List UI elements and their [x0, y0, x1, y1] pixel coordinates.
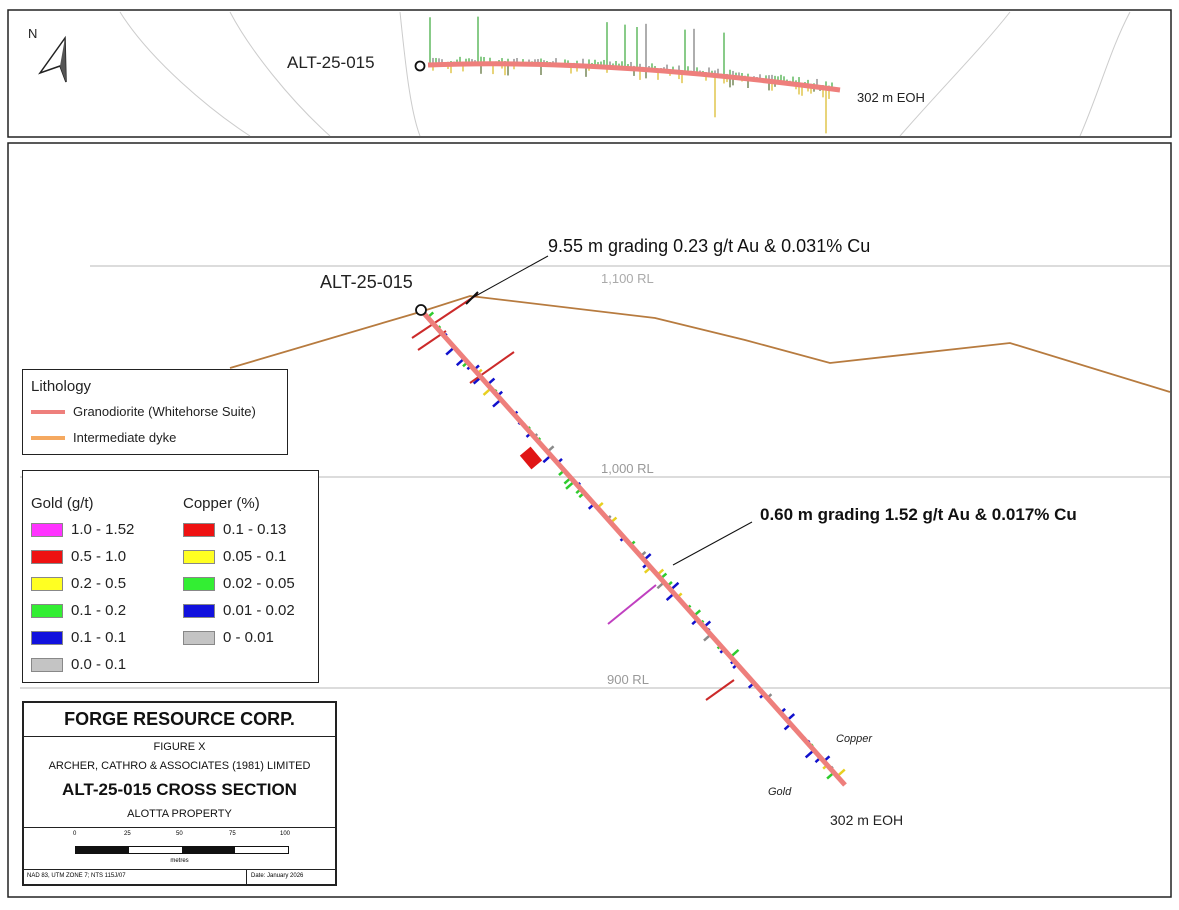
- datum-text: NAD 83, UTM ZONE 7; NTS 115J/07: [27, 873, 126, 879]
- section-collar-marker: [415, 304, 427, 316]
- gold-range-label: 0.1 - 0.2: [71, 602, 127, 619]
- gold-swatch: [31, 549, 63, 564]
- figure-title: ALT-25-015 CROSS SECTION: [62, 780, 297, 799]
- plan-collar-marker: [414, 60, 426, 72]
- annotation-2: 0.60 m grading 1.52 g/t Au & 0.017% Cu: [760, 505, 1077, 524]
- plan-eoh-label: 302 m EOH: [857, 90, 925, 105]
- copper-legend-item: 0.05 - 0.1: [183, 548, 286, 565]
- copper-legend-item: 0.1 - 0.13: [183, 521, 286, 538]
- gold-swatch: [31, 522, 63, 537]
- gold-legend-item: 0.5 - 1.0: [31, 548, 126, 565]
- property-name: ALOTTA PROPERTY: [127, 808, 232, 820]
- rl-label-1000: 1,000 RL: [601, 461, 654, 476]
- gold-legend-item: 1.0 - 1.52: [31, 521, 134, 538]
- lithology-item-granodiorite: Granodiorite (Whitehorse Suite): [31, 404, 256, 419]
- copper-side-label: Copper: [836, 733, 873, 745]
- lithology-item-dyke: Intermediate dyke: [31, 430, 176, 445]
- plan-view-frame: [7, 9, 1172, 138]
- annotation-1: 9.55 m grading 0.23 g/t Au & 0.031% Cu: [548, 236, 870, 256]
- north-arrow-icon: [38, 35, 67, 83]
- copper-range-label: 0 - 0.01: [223, 629, 274, 646]
- scale-unit: metres: [170, 858, 189, 864]
- section-eoh-label: 302 m EOH: [830, 812, 903, 828]
- copper-range-label: 0.1 - 0.13: [223, 521, 287, 538]
- consultant-name: ARCHER, CATHRO & ASSOCIATES (1981) LIMIT…: [48, 760, 311, 772]
- gold-range-label: 0.0 - 0.1: [71, 656, 127, 673]
- north-label: N: [28, 26, 37, 41]
- lithology-label: Granodiorite (Whitehorse Suite): [73, 404, 256, 419]
- assay-legend: Gold (g/t) Copper (%) 1.0 - 1.52 0.5 - 1.…: [22, 470, 319, 683]
- gold-swatch: [31, 603, 63, 618]
- copper-range-label: 0.02 - 0.05: [223, 575, 295, 592]
- gold-swatch: [31, 630, 63, 645]
- copper-legend-item: 0.02 - 0.05: [183, 575, 295, 592]
- plan-hole-label: ALT-25-015: [287, 53, 375, 72]
- gold-high-tick: [607, 584, 657, 625]
- copper-swatch: [183, 630, 215, 645]
- scale-tick: 25: [124, 831, 131, 837]
- gold-legend-item: 0.1 - 0.1: [31, 629, 126, 646]
- gold-swatch: [31, 576, 63, 591]
- topo-contours: [119, 11, 1131, 137]
- company-name: FORGE RESOURCE CORP.: [64, 709, 295, 729]
- scale-tick: 50: [176, 831, 183, 837]
- copper-legend-item: 0.01 - 0.02: [183, 602, 295, 619]
- dyke-swatch: [31, 435, 65, 440]
- topographic-surface: [229, 295, 1171, 393]
- copper-range-label: 0.01 - 0.02: [223, 602, 295, 619]
- lithology-label: Intermediate dyke: [73, 430, 177, 445]
- leader-line-2: [672, 521, 753, 566]
- rl-label-1100: 1,100 RL: [601, 271, 654, 286]
- gold-legend-title: Gold (g/t): [31, 495, 94, 512]
- lithology-title: Lithology: [31, 378, 92, 395]
- gold-swatch: [31, 657, 63, 672]
- copper-legend-item: 0 - 0.01: [183, 629, 274, 646]
- gold-range-label: 0.1 - 0.1: [71, 629, 127, 646]
- section-hole-trace: [419, 308, 847, 787]
- gold-legend-item: 0.2 - 0.5: [31, 575, 126, 592]
- figure-label: FIGURE X: [153, 741, 206, 753]
- plan-hole-trace: [427, 61, 841, 93]
- title-block: FORGE RESOURCE CORP. FIGURE X ARCHER, CA…: [22, 701, 337, 886]
- date-text: Date: January 2026: [251, 873, 304, 879]
- scale-tick: 0: [73, 831, 77, 837]
- gold-legend-item: 0.0 - 0.1: [31, 656, 126, 673]
- gold-side-label: Gold: [768, 786, 792, 798]
- gold-range-label: 1.0 - 1.52: [71, 521, 135, 538]
- copper-swatch: [183, 549, 215, 564]
- copper-swatch: [183, 576, 215, 591]
- granodiorite-swatch: [31, 409, 65, 414]
- copper-legend-title: Copper (%): [183, 495, 260, 512]
- lithology-legend: Lithology Granodiorite (Whitehorse Suite…: [22, 369, 288, 455]
- scale-tick: 75: [229, 831, 236, 837]
- leader-line-1: [471, 255, 549, 299]
- gold-range-label: 0.2 - 0.5: [71, 575, 127, 592]
- scale-tick: 100: [280, 831, 291, 837]
- gold-legend-item: 0.1 - 0.2: [31, 602, 126, 619]
- section-hole-label: ALT-25-015: [320, 272, 413, 292]
- copper-swatch: [183, 522, 215, 537]
- gold-high-interval: [519, 446, 543, 470]
- copper-swatch: [183, 603, 215, 618]
- rl-label-900: 900 RL: [607, 672, 649, 687]
- copper-range-label: 0.05 - 0.1: [223, 548, 287, 565]
- gold-range-label: 0.5 - 1.0: [71, 548, 127, 565]
